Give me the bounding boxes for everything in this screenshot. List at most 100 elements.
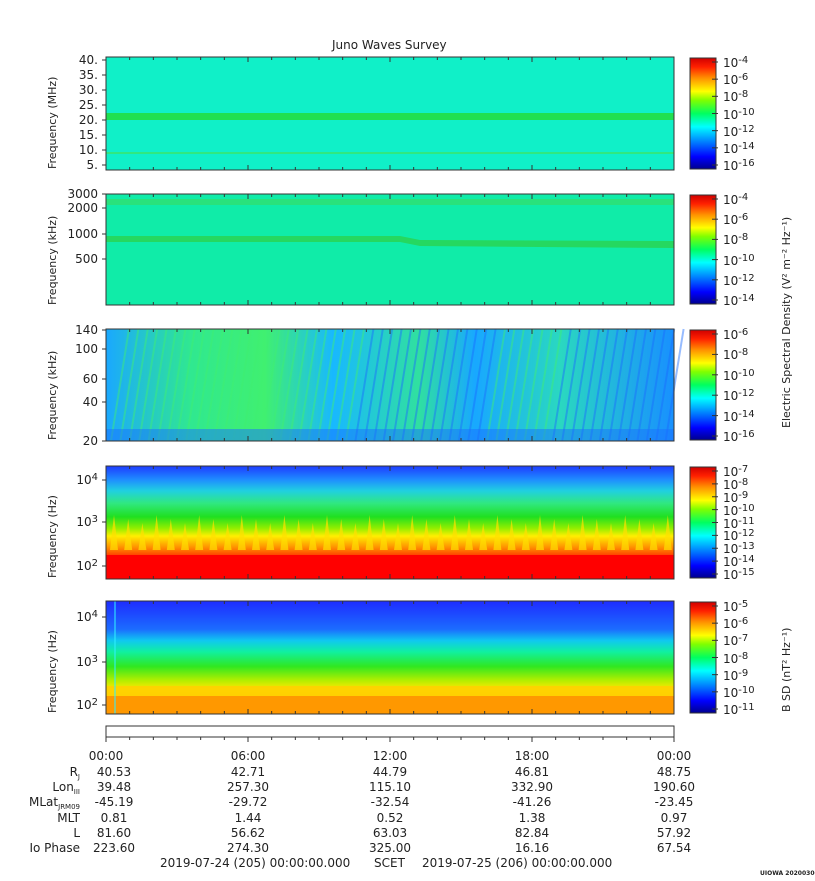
harmonic-spike — [621, 515, 630, 550]
colorbar-tick-label: 10-11 — [723, 702, 755, 717]
burst-streak — [119, 328, 140, 442]
spectrogram-panel-2 — [102, 193, 675, 306]
y-tick-label: 40. — [78, 53, 98, 67]
colorbar-tick-label: 10-14 — [723, 554, 755, 570]
ephemeris-row-label: L — [73, 825, 80, 840]
burst-streak — [439, 328, 459, 442]
ephemeris-value: 81.60 — [96, 825, 132, 840]
y-tick-label: 102 — [76, 697, 98, 712]
y-tick-label: 3000 — [67, 187, 98, 201]
burst-streak — [185, 328, 206, 442]
y-axis-label: Frequency (Hz) — [46, 494, 59, 578]
y-axis-label: Frequency (kHz) — [46, 350, 59, 440]
colorbar-tick-label: 10-13 — [723, 541, 755, 557]
colorbar-tick-label: 10-11 — [723, 515, 755, 531]
y-tick-label: 104 — [76, 609, 98, 624]
colorbar-1 — [689, 57, 718, 170]
ephemeris-value: -41.26 — [512, 795, 552, 810]
y-tick-label: 30. — [78, 83, 98, 97]
colorbar-tick-label: 10-14 — [723, 408, 755, 424]
burst-streak — [523, 328, 544, 442]
y-tick-label: 2000 — [67, 201, 98, 215]
ephemeris-value: 67.54 — [656, 841, 692, 855]
burst-streak — [138, 328, 159, 442]
panels-layer — [102, 56, 718, 715]
harmonic-spike — [152, 515, 161, 550]
ephemeris-value: 1.44 — [234, 810, 262, 825]
ephemeris-value: 16.16 — [514, 841, 550, 855]
harmonic-spike — [195, 515, 204, 550]
harmonic-spike — [607, 523, 615, 550]
burst-streak — [645, 328, 666, 442]
harmonic-spike — [308, 523, 317, 550]
chart-title: Juno Waves Survey — [332, 38, 447, 52]
ephemeris-value: 57.92 — [656, 825, 692, 840]
burst-streak — [128, 328, 149, 442]
harmonic-spike — [138, 523, 147, 550]
footer-scet: SCET — [374, 856, 405, 870]
ephemeris-value: 82.84 — [514, 825, 550, 840]
ephemeris-value: 39.48 — [96, 780, 132, 795]
burst-streak — [467, 328, 488, 442]
harmonic-spike — [166, 519, 175, 550]
emission-band — [106, 199, 674, 205]
harmonic-spike — [635, 519, 644, 550]
y-axis-label: Frequency (Hz) — [46, 629, 59, 713]
harmonic-spike — [266, 523, 275, 550]
ephemeris-value: 0.97 — [660, 810, 688, 825]
burst-streak — [232, 328, 253, 442]
timeline-box — [105, 725, 675, 738]
colorbar-tick-label: 10-9 — [723, 489, 749, 505]
colorbar-label-electric: Electric Spectral Density (V² m⁻² Hz⁻¹) — [780, 216, 793, 428]
burst-streak — [269, 328, 290, 442]
colorbar-tick-label: 10-10 — [723, 502, 755, 518]
colorbar-tick-label: 10-16 — [723, 158, 755, 173]
harmonic-spike — [223, 523, 232, 550]
burst-streak — [504, 328, 525, 442]
burst-streak — [288, 328, 309, 442]
harmonic-spike — [507, 519, 516, 550]
y-tick-label: 103 — [76, 654, 98, 669]
colorbar-4 — [689, 466, 718, 579]
burst-streak — [580, 328, 600, 442]
ephemeris-value: 48.75 — [656, 765, 692, 779]
ephemeris-value: 115.10 — [369, 780, 411, 795]
burst-streak — [363, 328, 384, 442]
burst-streak — [392, 328, 412, 442]
colorbar-tick-label: 10-8 — [723, 347, 749, 363]
colorbar-gradient — [689, 329, 717, 441]
colorbar-tick-label: 10-12 — [723, 272, 755, 288]
burst-streak — [166, 328, 187, 442]
ephemeris-value: 40.53 — [96, 765, 132, 779]
burst-streak — [213, 328, 234, 442]
ephemeris-row-label: Io Phase — [29, 841, 80, 855]
colorbar-tick-label: 10-7 — [723, 464, 749, 479]
burst-streak — [495, 328, 516, 442]
burst-streak — [354, 328, 375, 442]
colorbar-tick-label: 10-12 — [723, 123, 755, 139]
spectrogram-panel-3 — [102, 328, 685, 442]
burst-streak — [617, 328, 638, 442]
ephemeris-value: -29.72 — [228, 795, 268, 810]
emission-band — [106, 152, 674, 154]
colorbar-tick-label: 10-15 — [723, 567, 755, 582]
harmonic-spike — [450, 515, 459, 550]
ephemeris-value: 274.30 — [227, 841, 269, 855]
y-tick-label: 5. — [86, 158, 98, 172]
y-axis-label: Frequency (MHz) — [46, 76, 59, 169]
harmonic-spike — [280, 515, 289, 550]
colorbar-tick-label: 10-14 — [723, 140, 755, 156]
spectrogram-panel-4 — [102, 465, 675, 580]
burst-streak — [316, 328, 337, 442]
ephemeris-value: -45.19 — [94, 795, 134, 810]
burst-streak — [420, 328, 441, 442]
ephemeris-value: 44.79 — [372, 765, 408, 779]
burst-streak — [551, 328, 572, 442]
institution-stamp: UIOWA 20200306 — [760, 870, 815, 877]
colorbar-tick-label: 10-7 — [723, 633, 749, 649]
colorbar-tick-label: 10-10 — [723, 367, 755, 383]
spectrogram-panel-5 — [102, 600, 675, 715]
colorbar-tick-label: 10-8 — [723, 476, 749, 492]
y-tick-label: 102 — [76, 558, 98, 573]
burst-streak — [110, 328, 130, 442]
